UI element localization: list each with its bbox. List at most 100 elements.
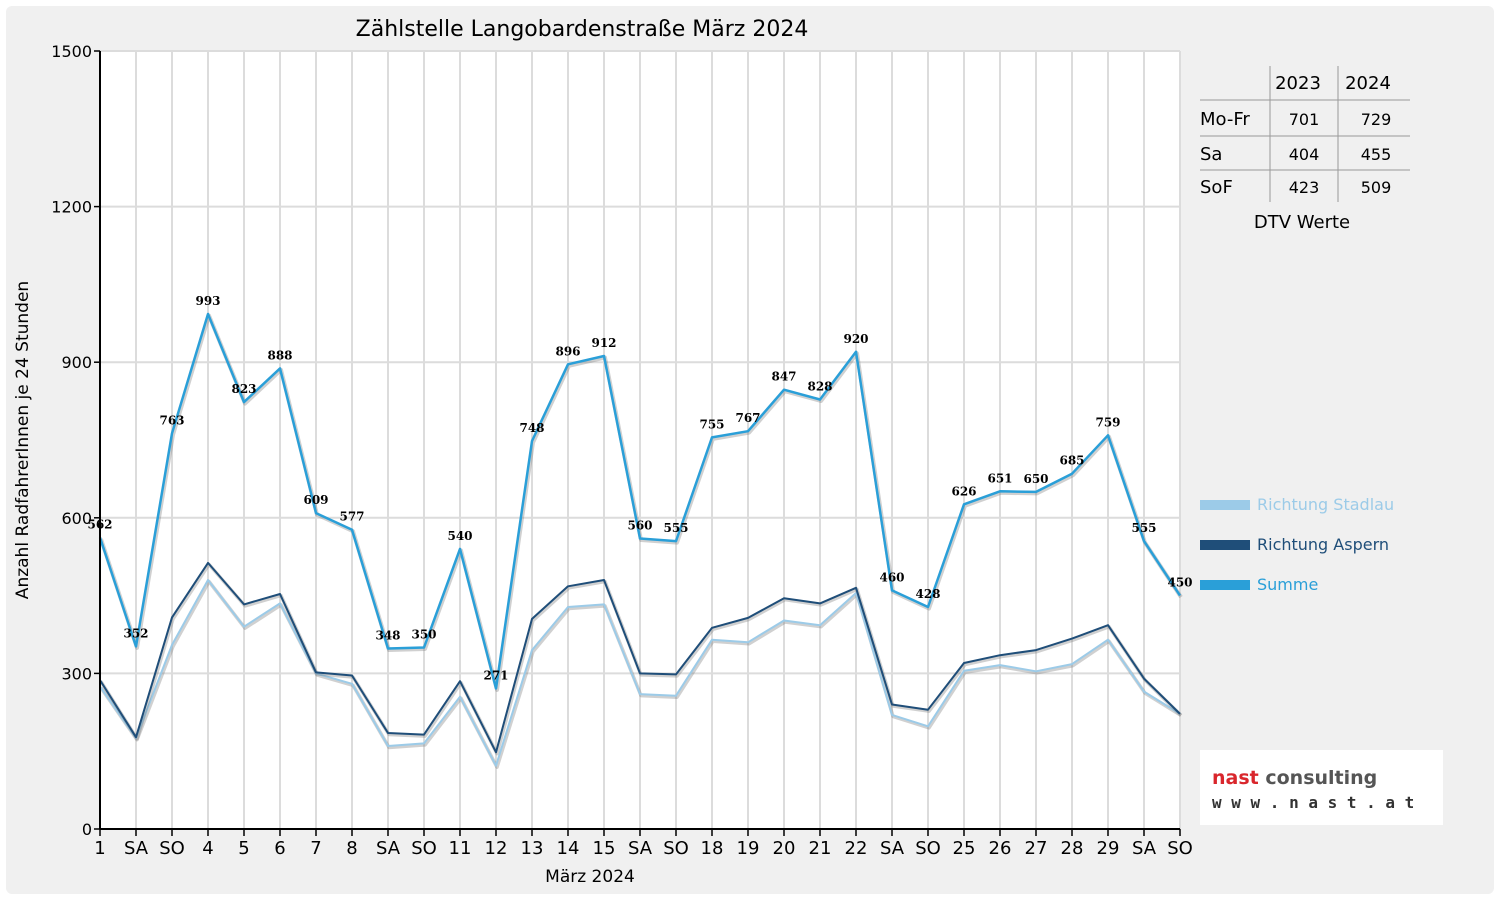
data-label: 748	[519, 421, 544, 435]
logo-url: w w w . n a s t . a t	[1212, 793, 1414, 812]
x-tick-label: 27	[1025, 838, 1048, 859]
series-line-aspern	[99, 561, 1181, 754]
data-labels: 562 352 763 993 823 888 609 577 348 350 540 271 748 8…	[87, 294, 1192, 682]
x-tick-label: SA	[1132, 838, 1157, 859]
data-label: 609	[303, 493, 328, 507]
dtv-row-label: Sa	[1200, 144, 1222, 165]
legend: Richtung Stadlau Richtung Aspern Summe	[1200, 495, 1394, 594]
data-label: 920	[843, 332, 868, 346]
data-label: 626	[951, 484, 976, 498]
dtv-caption: DTV Werte	[1254, 212, 1350, 233]
legend-label-summe: Summe	[1257, 575, 1318, 594]
y-tick-label: 1200	[51, 198, 92, 217]
data-label: 828	[807, 380, 832, 394]
chart-title: Zählstelle Langobardenstraße März 2024	[356, 17, 809, 42]
y-axis-label: Anzahl RadfahrerInnen je 24 Stunden	[13, 281, 33, 599]
legend-swatch-summe	[1200, 580, 1250, 590]
data-label: 650	[1023, 472, 1048, 486]
data-label: 348	[375, 629, 400, 643]
data-label: 993	[195, 294, 220, 308]
data-label: 912	[591, 336, 616, 350]
dtv-row-label: SoF	[1200, 177, 1233, 198]
x-tick-label: 18	[701, 838, 724, 859]
legend-swatch-aspern	[1200, 540, 1250, 550]
x-tick-label: 11	[449, 838, 472, 859]
x-tick-label: 7	[310, 838, 321, 859]
x-tick-label: SO	[915, 838, 941, 859]
data-label: 847	[771, 370, 796, 384]
data-label: 555	[663, 521, 688, 535]
data-label: 651	[987, 471, 1012, 485]
y-tick-label: 300	[61, 664, 92, 683]
legend-label-stadlau: Richtung Stadlau	[1257, 495, 1394, 514]
dtv-cell: 423	[1289, 178, 1320, 197]
dtv-cell: 404	[1289, 145, 1320, 164]
x-tick-label: 22	[845, 838, 868, 859]
x-axis-label: März 2024	[545, 867, 635, 887]
x-tick-label: 4	[202, 838, 213, 859]
grid	[100, 50, 1181, 829]
series-lines	[98, 312, 1183, 769]
dtv-cell: 455	[1361, 145, 1392, 164]
data-label: 560	[627, 519, 652, 533]
data-label: 540	[447, 529, 472, 543]
data-label: 555	[1131, 521, 1156, 535]
data-label: 460	[879, 570, 904, 584]
data-label: 577	[339, 510, 364, 524]
x-tick-label: 26	[989, 838, 1012, 859]
data-label: 685	[1059, 454, 1084, 468]
data-label: 450	[1167, 576, 1192, 590]
dtv-cell: 701	[1289, 110, 1320, 129]
data-label: 428	[915, 587, 940, 601]
data-label: 562	[87, 518, 112, 532]
y-tick-label: 900	[61, 353, 92, 372]
x-tick-label: 5	[238, 838, 249, 859]
data-label: 352	[123, 626, 148, 640]
x-tick-label: 8	[346, 838, 357, 859]
dtv-cell: 509	[1361, 178, 1392, 197]
dtv-header-2024: 2024	[1345, 73, 1391, 94]
x-tick-label: 14	[557, 838, 580, 859]
x-tick-label: 29	[1097, 838, 1120, 859]
data-label: 896	[555, 344, 580, 358]
x-tick-label: 13	[521, 838, 544, 859]
data-label: 763	[159, 413, 184, 427]
series-line-stadlau	[99, 579, 1181, 767]
x-tick-label: 15	[593, 838, 616, 859]
data-label: 759	[1095, 415, 1120, 429]
dtv-row-label: Mo-Fr	[1200, 109, 1250, 130]
axes: 0 300 600 900 1200 1500 1 SA SO 4 5 6 7 8 SA SO 11 12 13 14…	[51, 42, 1193, 859]
legend-swatch-stadlau	[1200, 500, 1250, 510]
data-label: 755	[699, 417, 724, 431]
x-tick-label: SA	[376, 838, 401, 859]
x-tick-label: SO	[411, 838, 437, 859]
x-tick-label: SO	[159, 838, 185, 859]
data-label: 823	[231, 382, 256, 396]
y-tick-label: 0	[82, 820, 92, 839]
nast-consulting-logo: nast consulting w w w . n a s t . a t	[1200, 750, 1443, 825]
x-tick-label: 6	[274, 838, 285, 859]
series-line-summe	[98, 312, 1182, 690]
x-tick-label: 19	[737, 838, 760, 859]
x-tick-label: SA	[628, 838, 653, 859]
data-label: 888	[267, 348, 292, 362]
x-tick-label: 28	[1061, 838, 1084, 859]
x-tick-label: SA	[880, 838, 905, 859]
data-label: 271	[483, 668, 508, 682]
data-label: 767	[735, 411, 760, 425]
dtv-header-2023: 2023	[1275, 73, 1321, 94]
data-label: 350	[411, 627, 436, 641]
y-tick-label: 1500	[51, 42, 92, 61]
x-tick-label: 1	[94, 838, 105, 859]
y-tick-label: 600	[61, 509, 92, 528]
x-tick-label: SO	[1167, 838, 1193, 859]
x-tick-label: 20	[773, 838, 796, 859]
x-tick-label: 12	[485, 838, 508, 859]
x-tick-label: 25	[953, 838, 976, 859]
dtv-table: 2023 2024 Mo-Fr 701 729 Sa 404 455 SoF 4…	[1200, 66, 1410, 233]
x-tick-label: SO	[663, 838, 689, 859]
legend-label-aspern: Richtung Aspern	[1257, 535, 1389, 554]
dtv-cell: 729	[1361, 110, 1392, 129]
logo-text: nast consulting	[1212, 767, 1377, 789]
